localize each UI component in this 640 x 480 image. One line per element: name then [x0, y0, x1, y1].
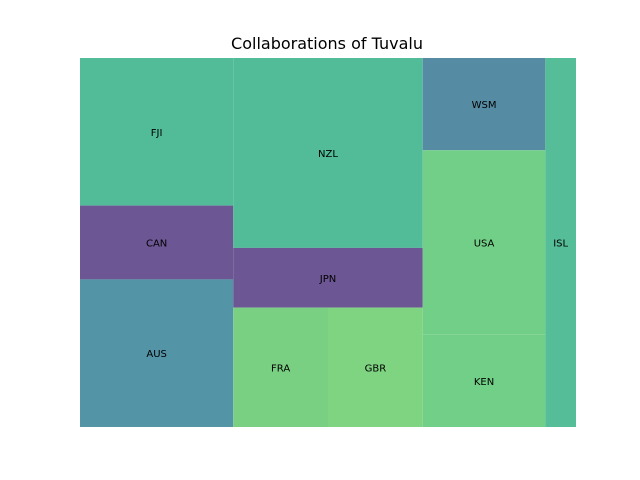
treemap-cell-can: [80, 205, 234, 280]
treemap-cell-fji: [80, 58, 234, 206]
treemap-label-isl: ISL: [553, 239, 568, 250]
treemap-cell-ken: [422, 334, 546, 427]
treemap-cell-nzl: [233, 58, 423, 248]
treemap-cell-gbr: [328, 307, 423, 427]
treemap-cell-isl: [545, 58, 576, 427]
treemap-label-jpn: JPN: [319, 274, 336, 285]
treemap-label-ken: KEN: [474, 377, 494, 388]
treemap-cell-aus: [80, 279, 234, 427]
treemap-label-wsm: WSM: [472, 100, 497, 111]
treemap-label-fji: FJI: [151, 128, 163, 139]
treemap-label-fra: FRA: [271, 363, 290, 374]
treemap-cells: FJI CAN AUS NZL JPN FRA GBR WSM USA KEN ISL: [80, 58, 576, 427]
treemap-cell-jpn: [233, 247, 423, 308]
treemap-cell-fra: [233, 307, 328, 427]
treemap-label-nzl: NZL: [318, 149, 338, 160]
chart-title: Collaborations of Tuvalu: [231, 34, 423, 53]
treemap-cell-usa: [422, 150, 546, 335]
treemap-label-gbr: GBR: [365, 363, 387, 374]
treemap-label-usa: USA: [474, 239, 495, 250]
treemap-cell-wsm: [422, 58, 546, 151]
treemap-label-aus: AUS: [146, 349, 167, 360]
treemap-label-can: CAN: [146, 239, 167, 250]
